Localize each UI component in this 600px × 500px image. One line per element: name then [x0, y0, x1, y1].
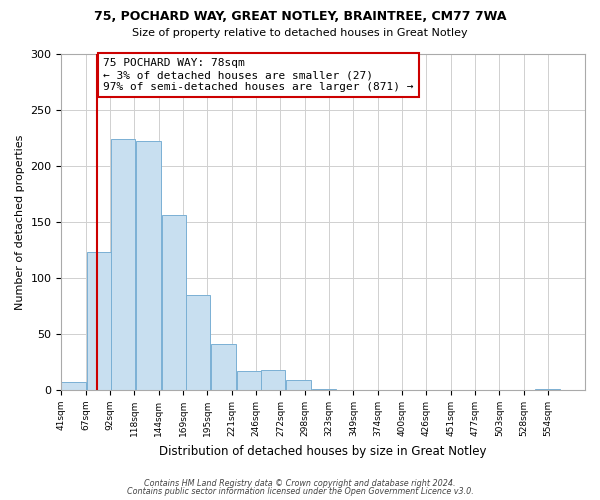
Bar	[286, 380, 311, 390]
Bar	[236, 371, 261, 390]
Bar	[311, 389, 336, 390]
Text: 75, POCHARD WAY, GREAT NOTLEY, BRAINTREE, CM77 7WA: 75, POCHARD WAY, GREAT NOTLEY, BRAINTREE…	[94, 10, 506, 23]
Bar	[261, 370, 285, 390]
Text: Contains HM Land Registry data © Crown copyright and database right 2024.: Contains HM Land Registry data © Crown c…	[144, 478, 456, 488]
X-axis label: Distribution of detached houses by size in Great Notley: Distribution of detached houses by size …	[160, 444, 487, 458]
Bar	[61, 382, 86, 390]
Bar	[111, 139, 136, 390]
Text: 75 POCHARD WAY: 78sqm
← 3% of detached houses are smaller (27)
97% of semi-detac: 75 POCHARD WAY: 78sqm ← 3% of detached h…	[103, 58, 414, 92]
Bar	[211, 344, 236, 390]
Bar	[535, 389, 560, 390]
Text: Size of property relative to detached houses in Great Notley: Size of property relative to detached ho…	[132, 28, 468, 38]
Text: Contains public sector information licensed under the Open Government Licence v3: Contains public sector information licen…	[127, 487, 473, 496]
Bar	[161, 216, 186, 390]
Bar	[136, 142, 161, 390]
Bar	[87, 252, 111, 390]
Y-axis label: Number of detached properties: Number of detached properties	[15, 134, 25, 310]
Bar	[186, 295, 211, 390]
